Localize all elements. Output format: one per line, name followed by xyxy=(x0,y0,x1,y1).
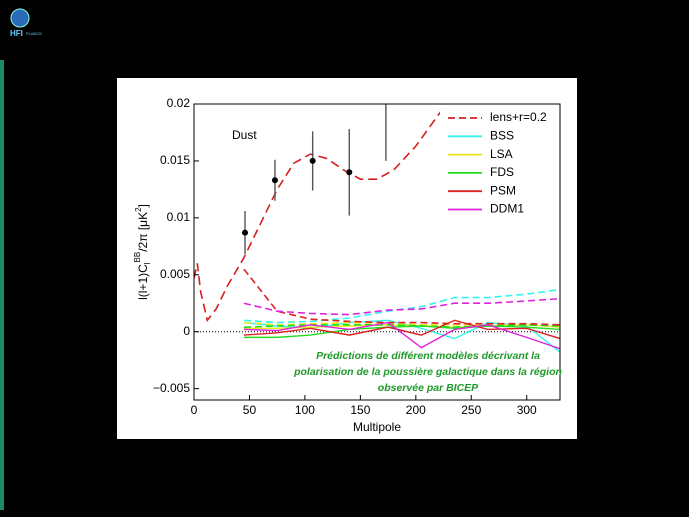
legend-label: BSS xyxy=(490,128,514,142)
x-tick-label: 0 xyxy=(191,403,198,417)
logo-sub: PLANCK xyxy=(26,31,42,36)
axes-box xyxy=(193,103,561,401)
data-point xyxy=(242,229,249,236)
y-label-sup: BB xyxy=(133,252,142,263)
model-dashed-line xyxy=(243,321,560,327)
legend-label: LSA xyxy=(490,147,513,161)
legend-label: DDM1 xyxy=(490,202,524,216)
theory-line xyxy=(194,104,448,323)
y-axis-label: l(l+1)ClBB/2π [μK2] xyxy=(133,204,152,300)
x-tick-label: 300 xyxy=(517,403,537,417)
y-tick-label: −0.005 xyxy=(153,381,190,395)
y-tick-label: 0.01 xyxy=(167,210,191,224)
annotation: Dust xyxy=(232,128,257,142)
y-tick-label: 0.005 xyxy=(160,267,190,281)
model-dashed-line xyxy=(243,288,560,324)
y-tick-label: 0 xyxy=(183,324,190,338)
y-label-part: ] xyxy=(136,204,150,207)
logo-icon xyxy=(10,8,30,28)
x-tick-label: 100 xyxy=(295,403,315,417)
y-tick-label: 0.02 xyxy=(167,96,191,110)
y-tick-label: 0.015 xyxy=(160,153,190,167)
x-tick-label: 50 xyxy=(243,403,257,417)
data-point xyxy=(271,177,278,184)
note-line: Prédictions de différent modèles décriva… xyxy=(316,350,540,362)
model-dashed-line xyxy=(243,297,560,316)
y-label-sup: 2 xyxy=(134,207,143,212)
y-label-part: l(l+1)C xyxy=(136,264,150,300)
data-point xyxy=(309,157,316,164)
model-line xyxy=(243,321,560,350)
model-line xyxy=(243,319,560,340)
x-tick-label: 250 xyxy=(461,403,481,417)
model-line xyxy=(243,325,560,339)
side-strip xyxy=(0,60,4,510)
x-tick-label: 150 xyxy=(350,403,370,417)
y-label-sub: l xyxy=(143,262,152,264)
logo-name: HFI xyxy=(10,29,23,38)
y-label-part: /2π [μK xyxy=(136,212,150,252)
data-point xyxy=(346,169,353,176)
legend-box xyxy=(440,106,558,216)
x-tick-label: 200 xyxy=(406,403,426,417)
model-dashed-line xyxy=(243,268,560,326)
legend-label: PSM xyxy=(490,183,516,197)
plot: lens+r=0.2 BSS LSA FDS PSM DDM1 xyxy=(194,104,560,353)
model-dashed-line xyxy=(243,324,560,328)
note-line: observée par BICEP xyxy=(378,382,479,394)
plot-area xyxy=(194,104,560,353)
x-axis-label: Multipole xyxy=(353,420,401,434)
legend-label: lens+r=0.2 xyxy=(490,110,547,124)
legend-label: FDS xyxy=(490,165,514,179)
note-line: polarisation de la poussière galactique … xyxy=(293,366,562,378)
